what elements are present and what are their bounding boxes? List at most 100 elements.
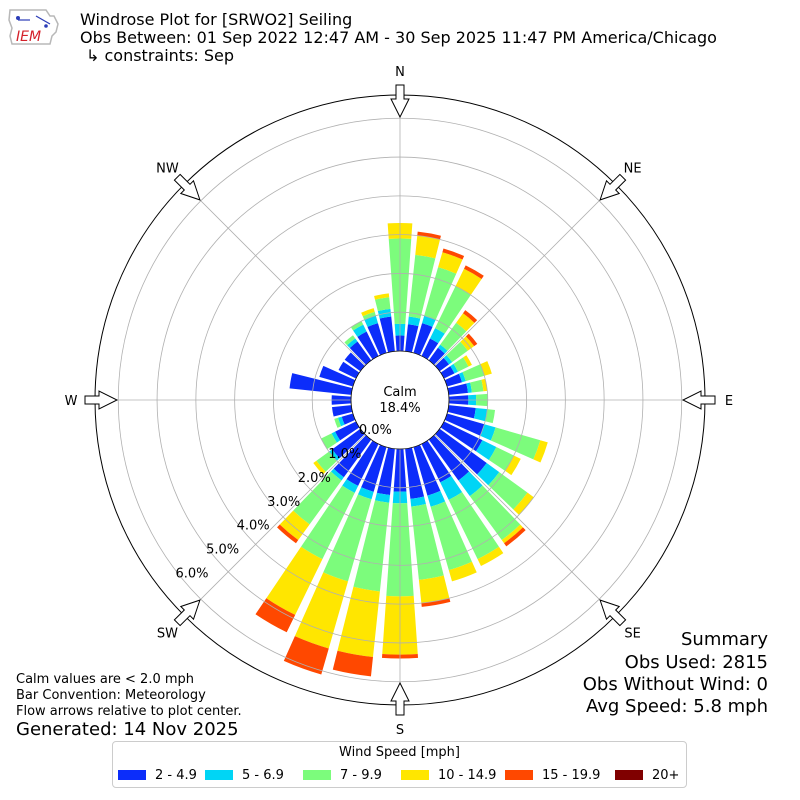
- generated-date: Generated: 14 Nov 2025: [16, 719, 239, 740]
- wind-bar-segment: [501, 524, 523, 544]
- wind-bar-segment: [374, 293, 390, 300]
- legend-label: 20+: [652, 768, 680, 783]
- wind-bar-segment: [342, 479, 359, 493]
- wind-bar-segment: [344, 352, 365, 372]
- wind-bar-segment: [293, 471, 342, 525]
- wind-bar-segment: [466, 382, 472, 393]
- legend-item: 2 - 4.9: [118, 768, 197, 783]
- legend-swatch: [118, 770, 146, 780]
- wind-bar-segment: [463, 310, 478, 323]
- flow-arrow-icon: [599, 599, 627, 627]
- wind-bar-segment: [335, 421, 360, 441]
- direction-label: S: [396, 723, 404, 738]
- wind-bar-segment: [367, 323, 387, 356]
- wind-bar-segment: [428, 435, 470, 481]
- wind-bar-segment: [357, 331, 379, 360]
- chart-title: Windrose Plot for [SRWO2] Seiling: [80, 10, 353, 29]
- wind-bar-segment: [533, 440, 548, 463]
- bar-convention-note: Bar Convention: Meteorology: [16, 688, 206, 703]
- legend-item: 20+: [615, 768, 679, 783]
- legend-label: 10 - 14.9: [438, 768, 497, 783]
- wind-bar-segment: [428, 347, 445, 365]
- wind-bar-segment: [405, 324, 419, 353]
- radial-tick-label: 2.0%: [298, 471, 331, 486]
- wind-bar-segment: [331, 405, 353, 417]
- wind-bar-segment: [469, 485, 521, 541]
- wind-bar-segment: [462, 364, 485, 382]
- wind-bar-segment: [504, 527, 526, 547]
- angular-grid-line: [434, 434, 616, 616]
- wind-bar-segment: [301, 485, 355, 560]
- radial-tick-label: 5.0%: [206, 543, 239, 558]
- wind-bar-segment: [440, 322, 467, 351]
- wind-bar-segment: [421, 440, 452, 483]
- wind-bar-segment: [362, 311, 376, 320]
- wind-bar-segment: [485, 409, 496, 424]
- wind-bar-segment: [328, 449, 340, 461]
- wind-bar-segment: [346, 440, 379, 486]
- wind-bar-segment: [477, 546, 504, 567]
- flow-arrows-note: Flow arrows relative to plot center.: [16, 704, 242, 719]
- wind-bar-segment: [435, 428, 487, 475]
- wind-bar-segment: [421, 338, 439, 360]
- angular-grid-line: [434, 184, 616, 366]
- flow-arrow-icon: [173, 599, 201, 627]
- legend-title: Wind Speed [mph]: [339, 745, 460, 760]
- logo-text: IEM: [16, 29, 41, 45]
- wind-bar-segment: [413, 444, 441, 496]
- wind-bar-segment: [375, 297, 391, 312]
- wind-bar-segment: [319, 365, 356, 387]
- wind-bar-segment: [361, 444, 387, 492]
- summary-avg-speed: Avg Speed: 5.8 mph: [586, 696, 768, 717]
- legend-label: 2 - 4.9: [155, 768, 197, 783]
- wind-bar-segment: [279, 510, 310, 541]
- wind-bar-segment: [447, 383, 469, 395]
- wind-bar-segment: [465, 333, 478, 347]
- calm-label: Calm: [383, 385, 416, 400]
- wind-bar-segment: [379, 316, 395, 353]
- wind-bar-segment: [476, 440, 497, 460]
- wind-bar-segment: [447, 405, 476, 419]
- wind-bar-segment: [444, 413, 485, 436]
- wind-bar-segment: [453, 357, 469, 372]
- wind-bar-segment: [463, 265, 484, 279]
- wind-bar-segment: [456, 313, 475, 332]
- wind-bar-segment: [458, 372, 466, 383]
- wind-bar-segment: [446, 341, 468, 363]
- summary-heading: Summary: [681, 629, 768, 650]
- wind-bar-segment: [470, 379, 484, 393]
- wind-bar-segment: [437, 344, 448, 354]
- wind-bar-segment: [488, 446, 514, 471]
- wind-bar-segment: [429, 328, 445, 344]
- wind-bar-segment: [331, 431, 341, 443]
- summary-obs-without-wind: Obs Without Wind: 0: [582, 674, 768, 695]
- wind-bar-segment: [438, 252, 463, 274]
- direction-label: W: [65, 394, 78, 409]
- constraints-text: ↳ constraints: Sep: [86, 46, 235, 65]
- wind-bar-segment: [341, 413, 356, 425]
- wind-bar-segment: [332, 428, 365, 459]
- wind-bar-segment: [350, 321, 364, 331]
- wind-bar-segment: [421, 598, 451, 607]
- wind-bar-segment: [455, 268, 482, 296]
- legend-item: 7 - 9.9: [303, 768, 382, 783]
- wind-bar-segment: [407, 316, 421, 327]
- wind-bar-segment: [444, 373, 463, 387]
- wind-bar-segment: [490, 427, 541, 460]
- radial-tick-label: 1.0%: [328, 447, 361, 462]
- legend-swatch: [615, 770, 643, 780]
- direction-label: N: [395, 65, 405, 80]
- wind-bar-segment: [411, 504, 444, 580]
- wind-bar-segment: [427, 490, 446, 507]
- angular-grid-line: [184, 434, 366, 616]
- wind-bar-segment: [440, 366, 455, 379]
- wind-bar-segment: [344, 335, 356, 346]
- wind-bar-segment: [435, 357, 450, 372]
- wind-bar-segment: [289, 373, 353, 395]
- summary-obs-used: Obs Used: 2815: [624, 652, 768, 673]
- flow-arrow-icon: [173, 173, 201, 201]
- flow-arrow-icon: [390, 84, 410, 119]
- wind-bar-segment: [413, 323, 433, 356]
- wind-bar-segment: [316, 451, 337, 472]
